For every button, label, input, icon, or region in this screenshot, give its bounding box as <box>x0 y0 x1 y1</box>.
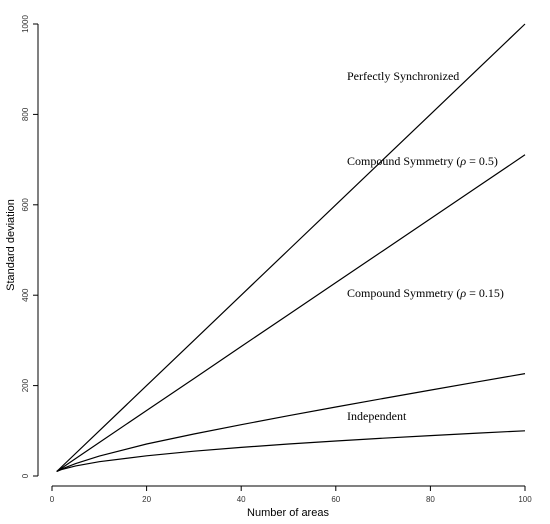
series-label-4: Independent <box>347 409 407 423</box>
annotations: Perfectly Synchronized Compound Symmetry … <box>347 69 504 423</box>
x-tick-label: 60 <box>331 495 340 504</box>
x-tick-label: 80 <box>426 495 435 504</box>
x-axis-title: Number of areas <box>247 507 329 519</box>
y-tick-label: 200 <box>21 378 30 392</box>
x-tick-label: 20 <box>142 495 151 504</box>
y-tick-label: 400 <box>21 288 30 302</box>
series-line-2 <box>56 154 526 472</box>
y-tick-label: 1000 <box>21 15 30 33</box>
series-label-1: Perfectly Synchronized <box>347 69 459 83</box>
series-group <box>56 23 526 473</box>
series-label-3: Compound Symmetry (ρ = 0.15) <box>347 286 504 300</box>
y-axis-title: Standard deviation <box>5 199 17 291</box>
series-label-2: Compound Symmetry (ρ = 0.5) <box>347 154 498 168</box>
x-ticks: 0 20 40 60 80 100 <box>50 486 532 504</box>
series-line-1 <box>56 23 526 472</box>
series-line-3 <box>56 373 526 473</box>
x-tick-label: 0 <box>50 495 55 504</box>
y-tick-label: 0 <box>21 473 30 478</box>
x-tick-label: 100 <box>518 495 532 504</box>
series-line-4 <box>56 430 526 473</box>
y-ticks: 0 200 400 600 800 1000 <box>21 15 38 478</box>
y-tick-label: 600 <box>21 198 30 212</box>
y-tick-label: 800 <box>21 107 30 121</box>
x-tick-label: 40 <box>237 495 246 504</box>
plot-area <box>37 24 525 487</box>
